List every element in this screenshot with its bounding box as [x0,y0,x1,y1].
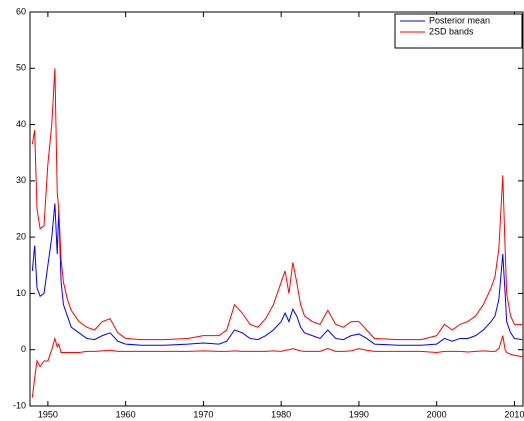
plot-area [30,12,523,406]
x-tick-label: 2010 [504,409,524,419]
y-tick-label: -10 [13,400,26,410]
y-tick-label: 20 [16,232,26,242]
y-tick-label: 30 [16,175,26,185]
y-tick-label: 40 [16,119,26,129]
band-lower [31,335,523,398]
y-tick-label: 60 [16,6,26,16]
x-tick-label: 1970 [193,409,213,419]
legend-label: 2SD bands [429,26,474,36]
line [31,203,523,346]
x-tick-label: 1990 [349,409,369,419]
x-tick-label: 1980 [271,409,291,419]
axes-box [29,11,524,407]
band-upper [31,68,523,341]
y-tick-label: 0 [21,344,26,354]
y-tick-label: 50 [16,63,26,73]
x-tick-label: 2000 [427,409,447,419]
x-tick-label: 1950 [38,409,58,419]
y-tick-label: 10 [16,288,26,298]
x-tick-label: 1960 [116,409,136,419]
legend-box [394,13,523,49]
legend-label: Posterior mean [429,15,490,25]
